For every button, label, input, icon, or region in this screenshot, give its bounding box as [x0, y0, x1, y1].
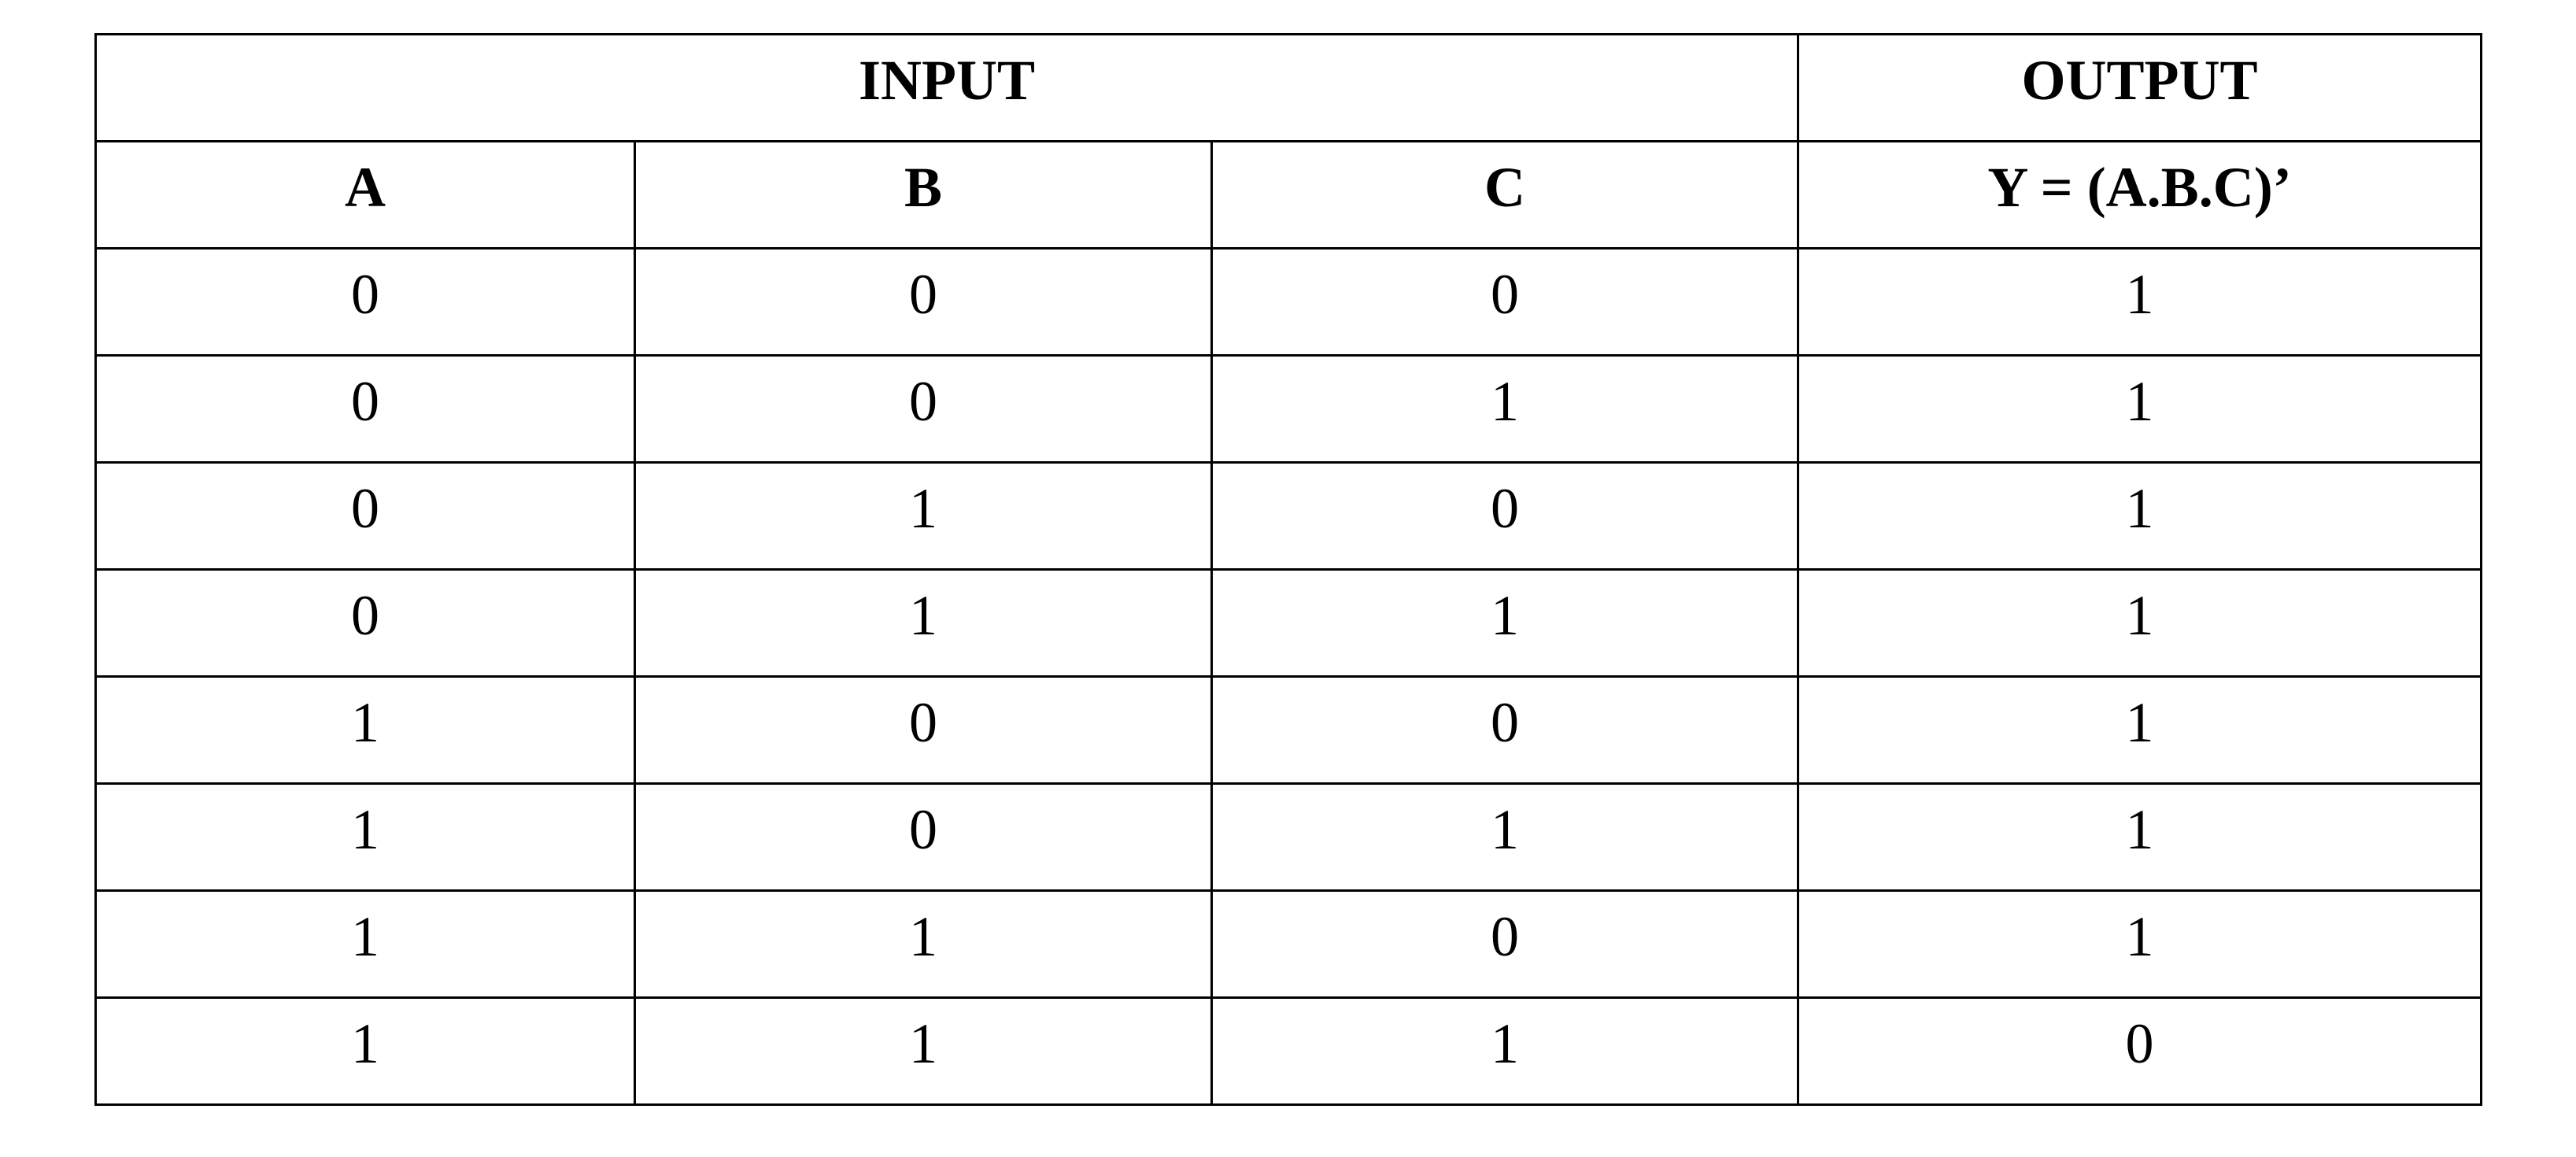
cell-value: 1 — [1491, 797, 1519, 861]
group-header-row: INPUT OUTPUT — [94, 33, 2482, 142]
table-row: 1 1 0 1 — [94, 889, 2482, 999]
column-header-row: A B C Y = (A.B.C)’ — [94, 140, 2482, 250]
column-header-label: B — [904, 155, 943, 219]
cell-a: 0 — [94, 461, 636, 571]
cell-value: 1 — [2125, 690, 2154, 754]
table-row: 1 1 1 0 — [94, 996, 2482, 1106]
cell-value: 0 — [351, 262, 379, 326]
input-group-label: INPUT — [858, 48, 1035, 112]
table-row: 0 0 1 1 — [94, 354, 2482, 464]
cell-b: 0 — [634, 675, 1213, 785]
cell-value: 1 — [909, 1011, 937, 1075]
table-row: 0 1 1 1 — [94, 568, 2482, 678]
cell-b: 1 — [634, 568, 1213, 678]
cell-a: 1 — [94, 889, 636, 999]
cell-y: 0 — [1797, 996, 2482, 1106]
table-row: 1 0 0 1 — [94, 675, 2482, 785]
column-header-label: C — [1484, 155, 1525, 219]
cell-value: 1 — [1491, 583, 1519, 647]
cell-value: 0 — [1491, 262, 1519, 326]
cell-y: 1 — [1797, 568, 2482, 678]
cell-value: 1 — [909, 583, 937, 647]
table-row: 0 0 0 1 — [94, 247, 2482, 357]
table-row: 1 0 1 1 — [94, 782, 2482, 892]
cell-value: 0 — [2125, 1011, 2154, 1075]
cell-value: 1 — [1491, 1011, 1519, 1075]
column-header-label: A — [345, 155, 386, 219]
cell-value: 1 — [2125, 583, 2154, 647]
input-group-header: INPUT — [94, 33, 1799, 142]
cell-value: 1 — [2125, 262, 2154, 326]
cell-c: 0 — [1210, 675, 1799, 785]
cell-a: 1 — [94, 782, 636, 892]
cell-value: 1 — [351, 904, 379, 968]
cell-c: 0 — [1210, 889, 1799, 999]
cell-value: 1 — [909, 904, 937, 968]
cell-c: 1 — [1210, 354, 1799, 464]
cell-value: 0 — [1491, 690, 1519, 754]
cell-value: 0 — [909, 690, 937, 754]
cell-y: 1 — [1797, 247, 2482, 357]
cell-c: 1 — [1210, 568, 1799, 678]
cell-y: 1 — [1797, 354, 2482, 464]
cell-a: 1 — [94, 675, 636, 785]
output-group-label: OUTPUT — [2021, 48, 2258, 112]
cell-y: 1 — [1797, 889, 2482, 999]
cell-c: 0 — [1210, 247, 1799, 357]
cell-y: 1 — [1797, 782, 2482, 892]
cell-c: 0 — [1210, 461, 1799, 571]
table-body: 0 0 0 1 0 0 1 1 0 1 0 1 0 1 1 1 1 0 0 1 1 0 1 1 1 1 0 1 1 1 1 0 — [94, 247, 2482, 1106]
cell-value: 0 — [909, 797, 937, 861]
cell-value: 1 — [351, 1011, 379, 1075]
table-header: INPUT OUTPUT A B C Y = (A.B.C)’ — [94, 33, 2482, 250]
column-header-c: C — [1210, 140, 1799, 250]
cell-a: 0 — [94, 568, 636, 678]
cell-b: 0 — [634, 354, 1213, 464]
cell-a: 1 — [94, 996, 636, 1106]
cell-value: 0 — [351, 583, 379, 647]
column-header-a: A — [94, 140, 636, 250]
output-group-header: OUTPUT — [1797, 33, 2482, 142]
cell-b: 0 — [634, 247, 1213, 357]
cell-b: 0 — [634, 782, 1213, 892]
cell-b: 1 — [634, 889, 1213, 999]
column-header-y: Y = (A.B.C)’ — [1797, 140, 2482, 250]
cell-value: 1 — [351, 690, 379, 754]
table-row: 0 1 0 1 — [94, 461, 2482, 571]
cell-c: 1 — [1210, 782, 1799, 892]
cell-value: 1 — [351, 797, 379, 861]
cell-value: 0 — [351, 369, 379, 433]
column-header-label: Y = (A.B.C)’ — [1987, 155, 2292, 219]
cell-value: 1 — [2125, 369, 2154, 433]
cell-b: 1 — [634, 461, 1213, 571]
cell-y: 1 — [1797, 675, 2482, 785]
cell-value: 1 — [909, 476, 937, 540]
cell-value: 0 — [1491, 904, 1519, 968]
cell-b: 1 — [634, 996, 1213, 1106]
cell-a: 0 — [94, 247, 636, 357]
column-header-b: B — [634, 140, 1213, 250]
cell-value: 1 — [2125, 476, 2154, 540]
cell-value: 0 — [351, 476, 379, 540]
cell-c: 1 — [1210, 996, 1799, 1106]
cell-a: 0 — [94, 354, 636, 464]
cell-value: 0 — [909, 262, 937, 326]
cell-value: 1 — [2125, 904, 2154, 968]
cell-y: 1 — [1797, 461, 2482, 571]
cell-value: 0 — [909, 369, 937, 433]
cell-value: 0 — [1491, 476, 1519, 540]
cell-value: 1 — [2125, 797, 2154, 861]
cell-value: 1 — [1491, 369, 1519, 433]
